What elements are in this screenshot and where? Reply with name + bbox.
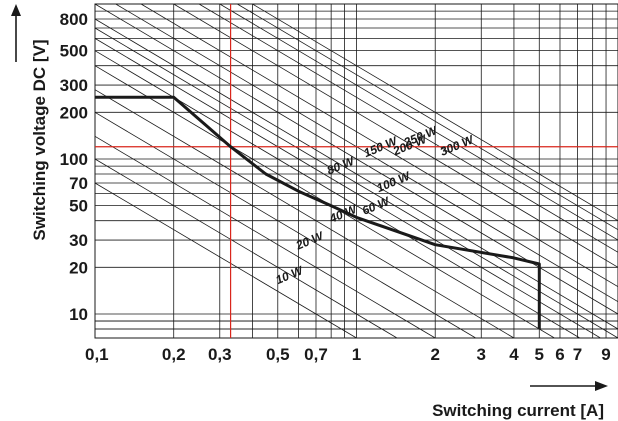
y-tick-label: 30 (69, 231, 88, 250)
power-line (95, 182, 357, 338)
power-line (95, 18, 618, 330)
power-line (95, 27, 618, 338)
y-tick-labels: 10 20 30 50 70 100 200 300 500 800 (60, 10, 88, 324)
y-axis-arrowhead (11, 4, 21, 16)
power-label: 60 W (360, 193, 393, 217)
y-tick-label: 20 (69, 258, 88, 277)
power-label: 100 W (374, 168, 413, 195)
x-tick-label: 0,3 (208, 345, 232, 364)
power-line (115, 4, 618, 303)
power-lines (95, 4, 618, 338)
x-tick-label: 6 (555, 345, 564, 364)
power-line (95, 158, 398, 338)
x-tick-label: 9 (601, 345, 610, 364)
y-tick-label: 100 (60, 150, 88, 169)
x-tick-label: 5 (535, 345, 544, 364)
y-tick-label: 50 (69, 197, 88, 216)
power-line (219, 4, 618, 241)
power-label: 20 W (293, 228, 327, 253)
x-tick-labels: 0,1 0,2 0,3 0,5 0,7 1 2 3 4 5 6 7 9 (85, 345, 611, 364)
y-tick-label: 300 (60, 76, 88, 95)
limit-curve (95, 95, 541, 329)
x-tick-label: 2 (430, 345, 439, 364)
x-tick-label: 0,1 (85, 345, 109, 364)
x-axis-arrowhead (595, 381, 608, 391)
x-tick-label: 0,5 (266, 345, 290, 364)
x-tick-label: 0,2 (162, 345, 186, 364)
power-line (95, 136, 436, 338)
power-label: 10 W (273, 263, 306, 287)
power-line (252, 4, 618, 222)
reference-lines (95, 4, 618, 338)
x-tick-label: 1 (352, 345, 361, 364)
power-line (140, 4, 618, 288)
x-tick-label: 3 (477, 345, 486, 364)
power-line (95, 111, 476, 338)
series-lines (95, 95, 541, 329)
x-tick-label: 0,7 (304, 345, 328, 364)
y-tick-label: 10 (69, 305, 88, 324)
power-line (95, 38, 601, 338)
power-line (95, 89, 515, 338)
y-tick-label: 500 (60, 42, 88, 61)
power-label: 300 W (438, 132, 477, 159)
x-tick-label: 7 (573, 345, 582, 364)
y-axis-label: Switching voltage DC [V] (30, 39, 49, 240)
x-tick-label: 4 (509, 345, 519, 364)
power-line (95, 50, 580, 338)
y-tick-label: 70 (69, 174, 88, 193)
power-line (237, 4, 618, 231)
x-axis-label: Switching current [A] (432, 401, 604, 420)
y-tick-label: 800 (60, 10, 88, 29)
power-line (173, 4, 618, 268)
y-tick-label: 200 (60, 103, 88, 122)
power-line (198, 4, 618, 253)
